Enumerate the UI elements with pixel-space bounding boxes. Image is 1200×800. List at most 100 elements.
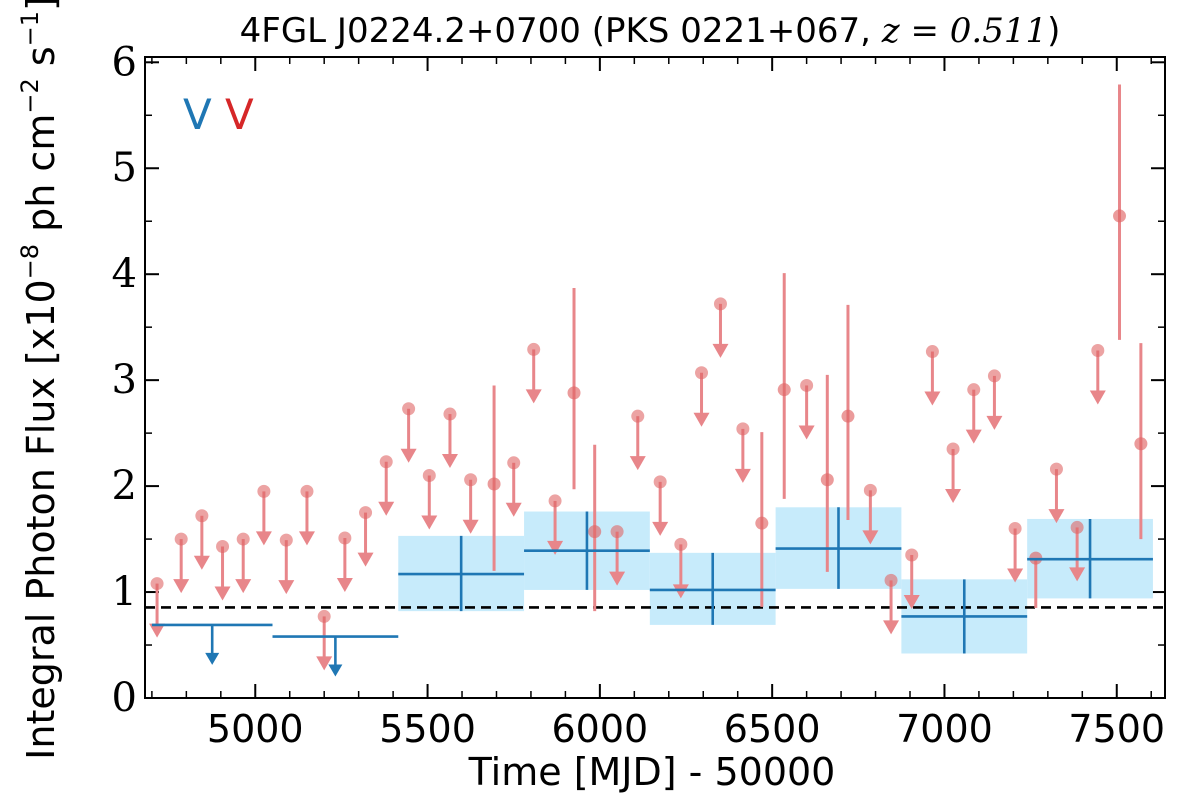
red-data-point [755,516,769,530]
red-upper-limit-head [298,531,315,546]
red-upper-limit-point [422,469,436,483]
red-upper-limit-head [1069,567,1086,582]
legend-red-label: V [225,90,254,139]
red-upper-limit-point [946,442,960,456]
red-upper-limit-head [672,584,689,599]
red-upper-limit-point [1008,521,1022,535]
red-upper-limit-head [400,448,417,463]
red-upper-limit-head [862,530,879,545]
red-upper-limit-head [193,555,210,570]
y-tick-label: 4 [112,251,137,297]
chart-title: 4FGL J0224.2+0700 (PKS 0221+067, z = 0.5… [240,11,1061,51]
red-upper-limit-point [610,525,624,539]
red-upper-limit-head [883,620,900,635]
red-upper-limit-point [507,456,521,470]
red-data-point [588,525,602,539]
red-upper-limit-point [236,532,250,546]
red-upper-limit-head [609,571,626,586]
blue-upper-limit-head [328,664,343,677]
red-data-point [841,409,855,423]
red-upper-limit-head [1089,390,1106,405]
red-upper-limit-point [300,484,314,498]
x-tick-label: 7500 [1068,707,1165,751]
red-upper-limit-head [547,540,564,555]
red-data-point [567,386,581,400]
red-upper-limit-point [713,297,727,311]
red-upper-limit-point [150,577,164,591]
red-upper-limit-point [279,533,293,547]
red-upper-limit-point [653,475,667,489]
red-upper-limit-point [548,494,562,508]
red-upper-limit-head [316,656,333,671]
red-data-point [820,473,834,487]
red-upper-limit-point [195,509,209,523]
red-upper-limit-head [903,594,920,609]
red-upper-limit-head [278,580,295,595]
red-upper-limit-point [925,345,939,359]
red-upper-limit-point [257,484,271,498]
red-series [149,84,1148,671]
red-upper-limit-head [255,531,272,546]
red-data-point [487,477,501,491]
y-tick-label: 3 [112,357,137,403]
red-upper-limit-head [525,389,542,404]
y-tick-label: 0 [112,675,137,721]
x-axis-label: Time [MJD] - 50000 [468,750,836,794]
red-upper-limit-point [216,539,230,553]
x-tick-label: 5000 [207,707,304,751]
x-tick-label: 5500 [379,707,476,751]
red-upper-limit-point [631,409,645,423]
red-upper-limit-head [235,579,252,594]
red-upper-limit-point [736,422,750,436]
bin-bands [398,507,1153,654]
red-upper-limit-point [800,378,814,392]
red-upper-limit-head [986,415,1003,430]
y-axis-label: Integral Photon Flux [x10−8 ph cm−2 s−1] [16,0,63,760]
x-tick-label: 6500 [724,707,821,751]
red-upper-limit-head [462,519,479,534]
red-upper-limit-point [884,573,898,587]
red-upper-limit-head [505,502,522,517]
red-upper-limit-point [527,342,541,356]
red-upper-limit-head [734,468,751,483]
red-upper-limit-point [1049,462,1063,476]
red-upper-limit-point [1091,343,1105,357]
red-upper-limit-head [798,425,815,440]
red-upper-limit-point [402,402,416,416]
x-tick-label: 6000 [552,707,649,751]
red-upper-limit-point [317,609,331,623]
red-upper-limit-point [338,531,352,545]
red-upper-limit-head [173,579,190,594]
red-upper-limit-point [464,473,478,487]
blue-upper-limit-head [205,652,220,665]
red-upper-limit-head [652,521,669,536]
red-data-point [1113,209,1127,223]
red-upper-limit-point [359,506,373,520]
red-upper-limit-head [357,552,374,567]
red-upper-limit-head [712,343,729,358]
red-upper-limit-point [443,407,457,421]
red-upper-limit-head [336,578,353,593]
red-upper-limit-head [965,429,982,444]
red-upper-limit-head [421,515,438,530]
x-tick-label: 7000 [896,707,993,751]
red-upper-limit-point [905,548,919,562]
plot-frame [144,56,1166,699]
red-upper-limit-head [441,454,458,469]
red-upper-limit-head [214,586,231,601]
red-upper-limit-point [695,366,709,380]
red-upper-limit-point [674,537,688,551]
red-data-point [1134,437,1148,451]
legend-blue-label: V [183,90,212,139]
red-upper-limit-head [149,623,166,638]
axis-tick-labels: 5000 5500 6000 6500 7000 7500 0 1 2 3 4 5 6 [112,39,1166,751]
y-tick-label: 1 [112,569,137,615]
y-tick-label: 6 [112,39,137,85]
red-upper-limit-head [629,456,646,471]
red-upper-limit-point [987,369,1001,383]
red-upper-limit-head [693,412,710,427]
red-upper-limit-head [924,391,941,406]
red-upper-limit-point [967,383,981,397]
red-upper-limit-point [1070,520,1084,534]
